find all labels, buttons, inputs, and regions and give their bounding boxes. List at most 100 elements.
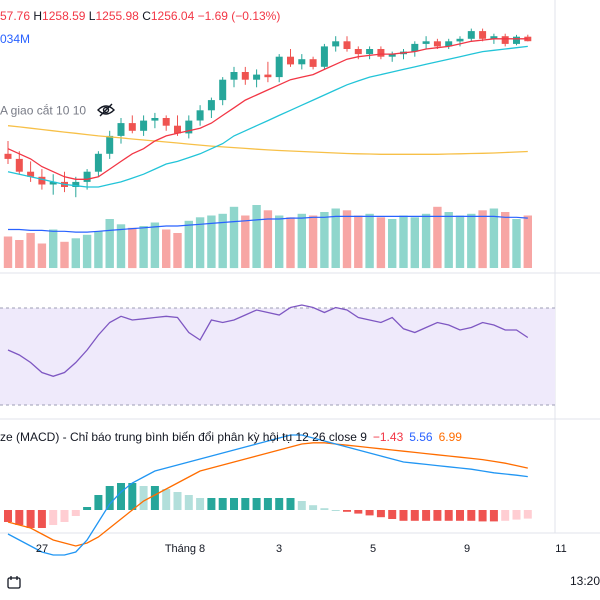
candle-body-36 [411, 43, 419, 52]
ma-cross-label: A giao cắt 10 10 [0, 103, 87, 118]
macd-legend: ze (MACD) - Chỉ báo trung bình biến đổi … [0, 430, 462, 444]
candle-body-26 [298, 59, 306, 65]
candle-body-10 [117, 123, 125, 136]
candle-5 [61, 171, 68, 193]
volume-bar-17 [195, 217, 205, 269]
time-axis-settings-icon[interactable] [6, 574, 22, 595]
volume-bar-23 [263, 210, 273, 269]
macd-title: ze (MACD) - Chỉ báo trung bình biến đổi … [0, 430, 367, 444]
candle-body-8 [94, 153, 102, 172]
macd-histogram-bar-19 [218, 498, 227, 510]
candle-15 [174, 115, 181, 136]
x-tick-27: 27 [35, 543, 49, 555]
volume-bar-29 [331, 208, 340, 268]
candle-body-2 [27, 171, 35, 177]
rsi-band [0, 308, 555, 405]
volume-bar-44 [501, 212, 510, 268]
candle-13 [151, 112, 159, 129]
macd-histogram-bar-39 [444, 510, 453, 521]
current-time: 13:20 [569, 574, 600, 588]
macd-histogram-bar-12 [139, 486, 148, 510]
macd-histogram-bar-46 [523, 510, 532, 519]
volume-bar-33 [376, 217, 386, 269]
macd-histogram-bar-17 [196, 498, 205, 510]
volume-bar-38 [433, 206, 442, 269]
volume-bar-16 [184, 220, 193, 269]
macd-histogram-bar-15 [173, 492, 182, 510]
ma-cross-legend[interactable]: A giao cắt 10 10 [0, 103, 116, 120]
volume-bar-13 [150, 222, 160, 268]
x-tick-11: 11 [555, 543, 567, 555]
candle-22 [253, 69, 261, 88]
candle-body-0 [4, 153, 12, 159]
volume-bar-8 [94, 231, 103, 269]
macd-histogram-bar-2 [26, 510, 35, 528]
candle-body-40 [456, 38, 464, 42]
volume-bar-15 [173, 233, 182, 268]
candle-body-25 [287, 56, 294, 65]
candle-14 [162, 115, 170, 131]
volume-bar-40 [455, 215, 465, 268]
candle-body-43 [490, 36, 498, 39]
candle-body-17 [196, 110, 204, 121]
candle-17 [196, 105, 204, 126]
candle-body-15 [174, 125, 181, 134]
candle-8 [94, 151, 102, 177]
candle-body-3 [38, 176, 46, 185]
macd-histogram-bar-23 [263, 498, 272, 510]
candle-body-44 [501, 36, 509, 44]
candle-body-7 [83, 171, 91, 182]
macd-histogram-bar-3 [37, 510, 46, 528]
volume-bar-14 [162, 229, 171, 268]
candle-18 [207, 97, 215, 118]
candle-33 [377, 46, 385, 60]
macd-histogram-bar-38 [433, 510, 442, 521]
volume-bar-34 [388, 219, 397, 268]
candle-body-45 [513, 36, 520, 44]
x-tick-5: 5 [369, 543, 377, 555]
macd-signal-line [7, 442, 528, 547]
macd-histogram-bar-22 [252, 498, 261, 510]
volume-bar-28 [320, 212, 329, 268]
candle-40 [456, 36, 464, 47]
candle-body-18 [207, 100, 215, 111]
macd-histogram-bar-8 [94, 495, 103, 510]
x-tick-3: 3 [275, 543, 283, 555]
candle-4 [49, 174, 57, 195]
macd-histogram-bar-18 [207, 498, 216, 510]
macd-histogram-bar-42 [478, 510, 487, 522]
volume-bar-43 [489, 208, 499, 268]
macd-histogram-bar-41 [467, 510, 476, 521]
macd-indicator [4, 434, 532, 556]
candle-0 [4, 141, 12, 164]
macd-histogram-bar-32 [365, 510, 374, 516]
candle-1 [15, 151, 23, 175]
candle-12 [140, 115, 148, 136]
macd-histogram-bar-10 [117, 483, 125, 510]
candle-body-34 [388, 54, 396, 57]
macd-histogram-bar-29 [331, 510, 340, 511]
macd-histogram-bar-0 [4, 510, 12, 522]
open-value: 57.76 [0, 9, 31, 23]
volume-bar-32 [365, 213, 374, 269]
candle-20 [230, 66, 238, 88]
volume-bar-1 [15, 240, 24, 268]
x-tick-thang-8: Tháng 8 [164, 543, 206, 555]
macd-line [7, 434, 528, 556]
macd-histogram-bar-26 [297, 501, 306, 510]
candles [4, 28, 532, 198]
candle-34 [388, 51, 396, 62]
low-label: L [88, 9, 96, 23]
volume-bar-10 [116, 224, 126, 269]
macd-histogram-bar-14 [162, 489, 171, 510]
candle-44 [501, 33, 509, 47]
ma-long-line [7, 125, 528, 155]
volume-bar-45 [512, 219, 521, 268]
candle-body-37 [422, 41, 430, 44]
candle-29 [332, 36, 340, 52]
volume-bar-25 [286, 217, 295, 269]
eye-crossed-icon[interactable] [97, 103, 116, 120]
candle-body-13 [151, 118, 159, 121]
macd-histogram-bar-1 [15, 510, 24, 525]
